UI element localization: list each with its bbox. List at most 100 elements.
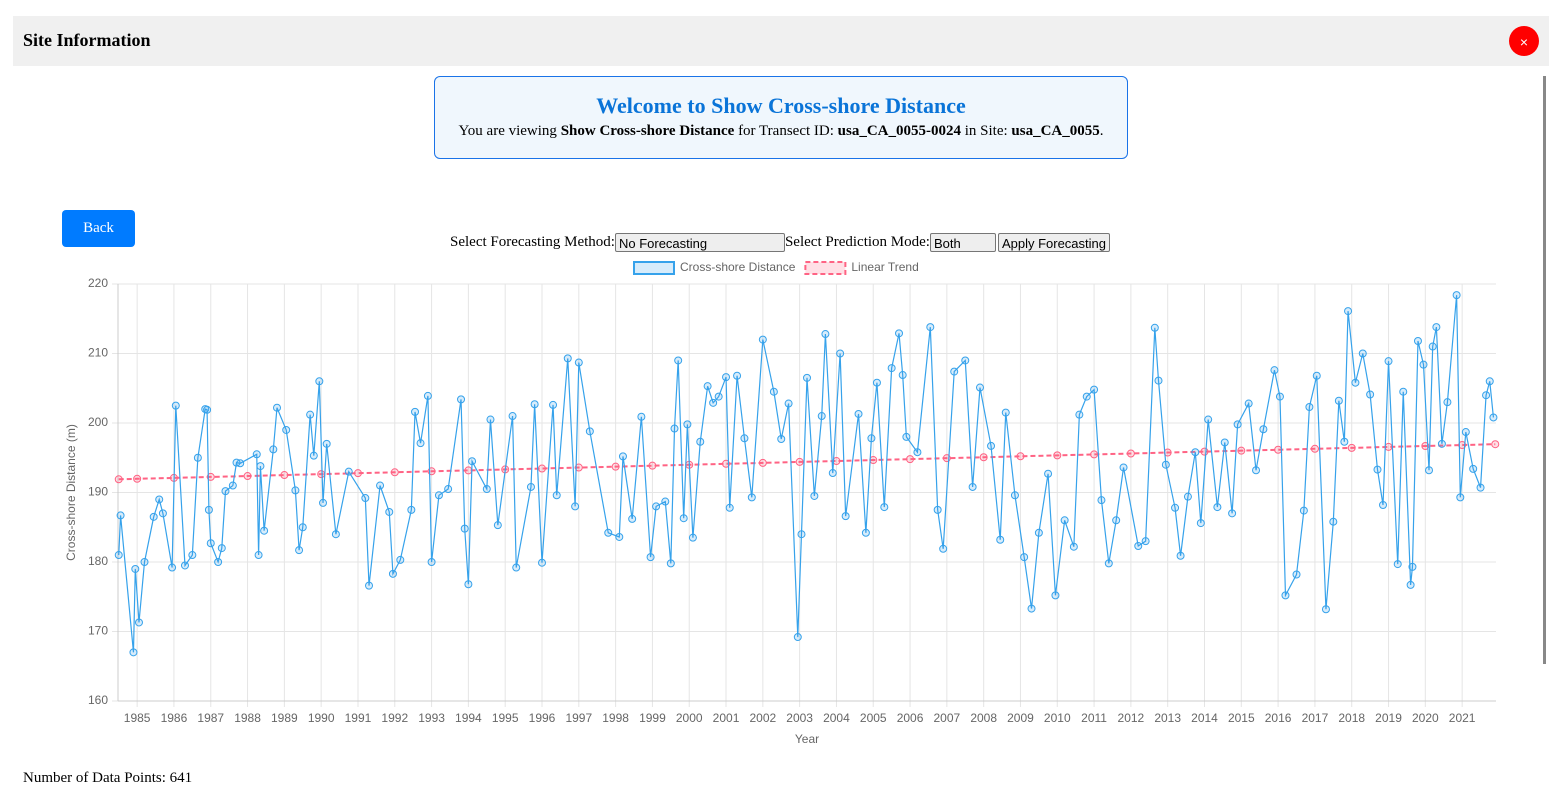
data-point: [376, 481, 385, 490]
data-point: [836, 349, 845, 358]
x-tick-label: 2020: [1412, 711, 1439, 725]
x-axis-title: Year: [795, 732, 819, 746]
data-point: [254, 551, 263, 560]
data-point: [906, 455, 915, 464]
data-point: [512, 563, 521, 572]
data-point: [679, 514, 688, 523]
data-point: [236, 459, 245, 468]
data-point: [1027, 604, 1036, 613]
text: usa_CA_0055: [1011, 123, 1100, 139]
data-point: [872, 378, 881, 387]
data-point: [1344, 307, 1353, 316]
data-point: [1384, 357, 1393, 366]
data-point: [618, 452, 627, 461]
data-point: [298, 523, 307, 532]
x-tick-label: 1999: [639, 711, 666, 725]
data-point: [493, 521, 502, 530]
data-point: [134, 618, 143, 627]
back-button[interactable]: Back: [62, 210, 135, 247]
data-point: [1141, 537, 1150, 546]
data-point: [828, 469, 837, 478]
x-tick-label: 1987: [197, 711, 224, 725]
data-point: [243, 472, 252, 481]
data-point: [306, 410, 315, 419]
data-point: [1228, 509, 1237, 518]
data-point: [149, 512, 158, 521]
data-point: [457, 395, 466, 404]
data-point: [758, 335, 767, 344]
x-tick-label: 2016: [1265, 711, 1292, 725]
data-point: [1171, 503, 1180, 512]
data-point: [1384, 442, 1393, 451]
data-point: [1270, 366, 1279, 375]
x-tick-label: 1992: [381, 711, 408, 725]
data-point: [1112, 516, 1121, 525]
x-tick-label: 1985: [124, 711, 151, 725]
method-select[interactable]: No Forecasting: [614, 232, 785, 252]
data-point: [1458, 441, 1467, 450]
data-point: [996, 535, 1005, 544]
data-point: [168, 563, 177, 572]
data-point: [1001, 408, 1010, 417]
data-point: [574, 358, 583, 367]
text: for Transect ID:: [734, 123, 838, 139]
data-point: [1425, 466, 1434, 475]
data-point: [725, 503, 734, 512]
data-point: [1310, 444, 1319, 453]
y-tick-label: 180: [88, 554, 108, 568]
method-label: Select Forecasting Method:: [450, 233, 615, 250]
legend-label: Linear Trend: [851, 260, 918, 274]
data-point: [1312, 371, 1321, 380]
data-point: [1090, 385, 1099, 394]
x-tick-label: 2000: [676, 711, 703, 725]
series-line: [118, 443, 1496, 481]
data-point: [1443, 398, 1452, 407]
data-point: [188, 551, 197, 560]
data-point: [1016, 452, 1025, 461]
data-point: [291, 486, 300, 495]
data-point: [777, 434, 786, 443]
data-point: [508, 412, 517, 421]
x-tick-label: 2014: [1191, 711, 1218, 725]
controls: Select Forecasting Method: No Forecastin…: [450, 231, 1110, 253]
y-tick-label: 190: [88, 485, 108, 499]
apply-button[interactable]: Apply Forecasting: [997, 232, 1110, 252]
mode-select[interactable]: Both: [929, 232, 996, 252]
data-point: [733, 371, 742, 380]
data-point: [1476, 483, 1485, 492]
data-point: [1204, 415, 1213, 424]
x-tick-label: 2018: [1338, 711, 1365, 725]
close-button[interactable]: ×: [1509, 26, 1539, 56]
data-point: [563, 354, 572, 363]
data-point: [309, 451, 318, 460]
x-tick-label: 2013: [1154, 711, 1181, 725]
data-point: [1432, 323, 1441, 332]
data-point: [1196, 519, 1205, 528]
data-point: [1097, 496, 1106, 505]
data-point: [486, 415, 495, 424]
data-point: [1419, 360, 1428, 369]
data-point: [1010, 491, 1019, 500]
legend-label: Cross-shore Distance: [680, 260, 796, 274]
mode-label: Select Prediction Mode:: [784, 233, 930, 250]
y-tick-label: 160: [88, 693, 108, 707]
data-point: [740, 434, 749, 443]
data-point: [1469, 464, 1478, 473]
data-point: [193, 453, 202, 462]
x-tick-label: 2004: [823, 711, 850, 725]
data-point: [411, 407, 420, 416]
data-point: [434, 491, 443, 500]
data-point: [1299, 506, 1308, 515]
x-tick-label: 1994: [455, 711, 482, 725]
data-point: [252, 450, 261, 459]
data-point: [273, 403, 281, 412]
data-point: [1075, 410, 1084, 419]
data-point: [1154, 376, 1163, 385]
data-point: [703, 382, 712, 391]
data-point: [552, 491, 561, 500]
data-point: [646, 553, 655, 562]
data-point: [913, 448, 922, 457]
data-point: [1379, 501, 1388, 510]
data-point: [817, 412, 826, 421]
data-point: [322, 439, 331, 448]
